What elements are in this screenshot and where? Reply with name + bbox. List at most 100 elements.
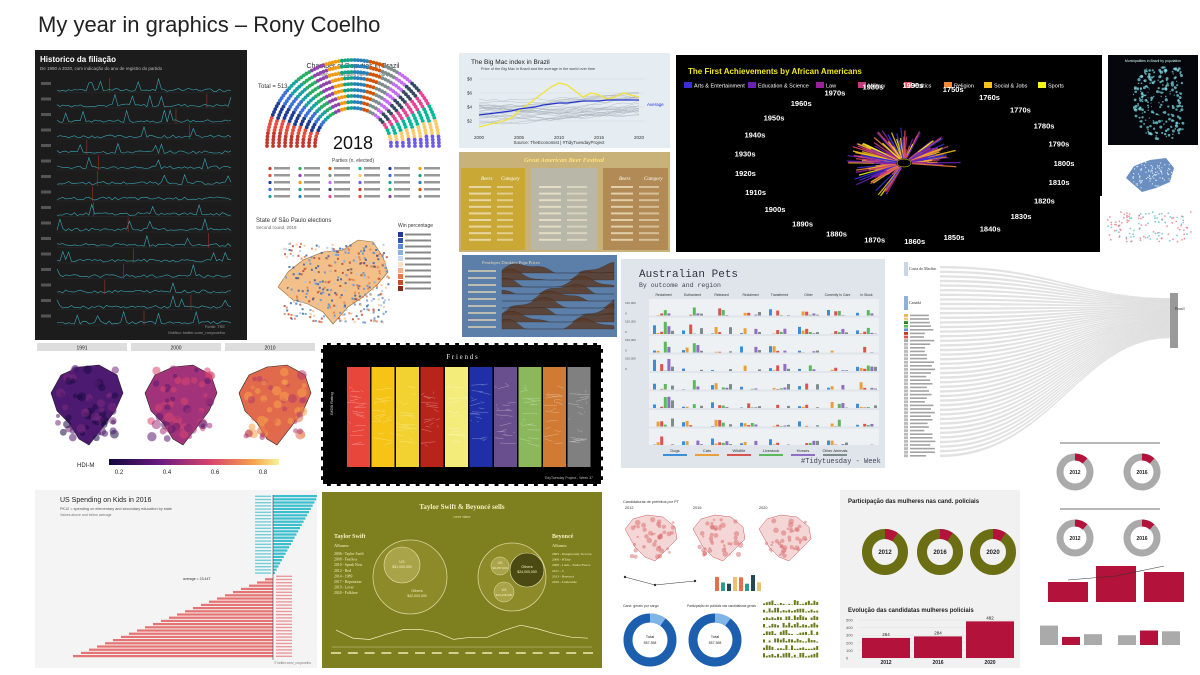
chamber-seat [340, 64, 344, 69]
municipality-dot [1165, 97, 1167, 99]
cand-histogram-bar [799, 632, 802, 635]
sp-point [1140, 169, 1142, 172]
municipality-dot [1173, 94, 1175, 96]
municipality-dot [1150, 105, 1153, 107]
sp-municipality [360, 270, 363, 273]
friends-episode-line [520, 438, 531, 442]
chamber-seat [340, 107, 344, 112]
filiacao-party-label [41, 144, 51, 147]
hdi-region [64, 397, 73, 406]
sankey-node [904, 328, 908, 332]
taylor-left-others: Others [411, 589, 422, 593]
hdi-region [59, 428, 67, 436]
chamber-seat [327, 86, 332, 91]
chamber-legend-label [394, 181, 410, 184]
bigmac-country-line [478, 105, 640, 114]
scatter-point [1189, 231, 1192, 233]
beer-row-value [567, 205, 587, 208]
african-decade-label: 1920s [735, 169, 756, 178]
chamber-legend-swatch [358, 173, 362, 178]
pets-bar [808, 314, 812, 316]
municipality-dot [1132, 93, 1135, 96]
taylor-year-label [566, 652, 577, 654]
beer-row-value [567, 225, 587, 228]
cand-map-region [652, 542, 657, 547]
chamber-seat [355, 76, 360, 81]
mulheres-donut-year: 2016 [933, 550, 947, 556]
friends-episode-line [426, 405, 439, 408]
sp-municipality [341, 271, 344, 274]
filiacao-party-label [41, 237, 51, 240]
panel-taylor: Taylor Swift & Beyoncé sells over time T… [322, 492, 602, 668]
sp-municipality [310, 281, 313, 284]
sp-municipality [287, 313, 290, 316]
friends-episode-line [577, 429, 581, 433]
cand-map-region [671, 521, 675, 524]
municipality-dot [1148, 88, 1150, 90]
pets-bar [779, 388, 783, 390]
sankey-node-label [910, 429, 925, 432]
cand-map-region [798, 538, 803, 543]
pets-bar [769, 368, 772, 371]
sp-municipality [361, 296, 364, 298]
spending-state-label [255, 524, 271, 526]
chamber-seat [343, 58, 347, 63]
pets-bar [772, 387, 776, 390]
sp-point [1145, 167, 1147, 169]
african-legend-label: Politics [914, 84, 932, 90]
pets-bar [841, 403, 845, 408]
friends-episode-line [374, 397, 386, 402]
municipality-dot [1141, 116, 1144, 119]
pets-bar [772, 333, 776, 334]
cand-map-region [733, 535, 738, 541]
hdi-facet-strip [131, 343, 221, 351]
sp-point [1133, 168, 1136, 170]
sankey-node-label [910, 422, 928, 425]
sp-municipality [380, 270, 383, 273]
sankey-node-label [910, 350, 925, 353]
chamber-legend-label [364, 181, 380, 184]
friends-season-bar [347, 367, 370, 467]
panel-municipalities: Municipalities in Brazil by population [1108, 55, 1198, 145]
pets-bar [729, 444, 732, 445]
friends-episode-line [494, 437, 504, 439]
sp-municipality [332, 248, 335, 251]
sp-municipality [343, 306, 345, 309]
friends-episode-line [528, 437, 540, 440]
pets-bar [870, 423, 874, 427]
african-achievement-ray [905, 132, 921, 159]
sp-point [1132, 177, 1134, 179]
cand-map-region [702, 553, 706, 557]
friends-episode-line [428, 397, 431, 399]
taylor-right-us: US [498, 561, 504, 565]
sp-municipality [296, 295, 298, 298]
hdi-region [195, 391, 205, 401]
friends-episode-line [507, 402, 516, 404]
beer-row-label [469, 199, 491, 202]
pets-bar [859, 333, 863, 334]
cand-histogram-bar [774, 624, 777, 628]
taylor-right-album: 2013 - Beyoncé [552, 574, 575, 578]
pets-bar [700, 328, 703, 334]
cand-histogram-bar [782, 638, 785, 643]
cand-histogram-bar [771, 610, 774, 613]
african-achievement-ray [881, 142, 901, 160]
chamber-legend-label [394, 188, 410, 191]
cand-histogram-bar [805, 631, 807, 635]
pets-bar [783, 387, 787, 390]
pets-facet-row [649, 410, 879, 427]
cand-map-region [641, 522, 647, 528]
pets-bar [682, 441, 685, 445]
pets-bar [805, 443, 809, 445]
cand-map-region [636, 525, 640, 529]
pets-bar [692, 404, 696, 408]
chamber-seat [371, 60, 376, 65]
friends-episode-line [471, 383, 488, 386]
sp-municipality [367, 287, 370, 290]
chamber-seat [328, 113, 333, 118]
friends-episode-line [373, 437, 392, 441]
chamber-seat [419, 140, 423, 145]
sankey-node [904, 360, 908, 364]
sp-municipality [317, 303, 320, 306]
chamber-seat [319, 122, 324, 127]
